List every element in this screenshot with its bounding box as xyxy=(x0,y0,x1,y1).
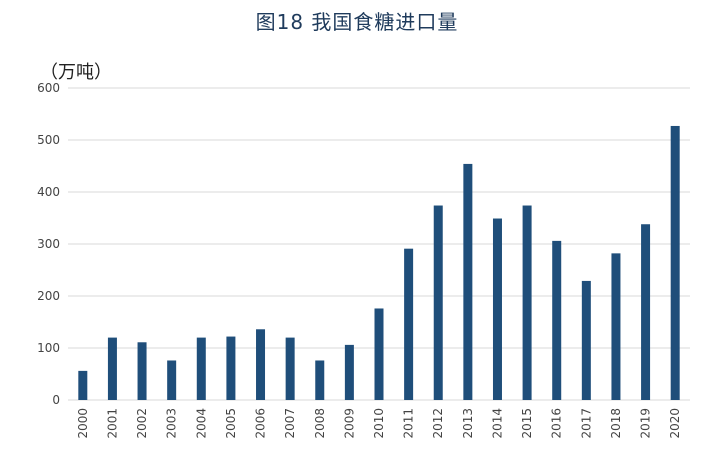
x-tick-label: 2015 xyxy=(520,408,534,439)
bar-2011 xyxy=(404,248,414,400)
x-tick-label: 2019 xyxy=(639,408,653,439)
x-tick-label: 2018 xyxy=(609,408,623,439)
x-tick-label: 2006 xyxy=(254,408,268,439)
bar-2012 xyxy=(433,205,443,400)
chart-title: 图18 我国食糖进口量 xyxy=(255,10,459,34)
x-tick-label: 2013 xyxy=(461,408,475,439)
bar-2009 xyxy=(344,344,354,400)
bar-2001 xyxy=(107,337,117,400)
x-tick-label: 2009 xyxy=(342,408,356,439)
x-tick-label: 2020 xyxy=(668,408,682,439)
bar-2004 xyxy=(196,337,206,400)
y-tick-label: 500 xyxy=(37,133,60,147)
x-tick-label: 2001 xyxy=(105,408,119,439)
bar-2010 xyxy=(374,308,384,400)
x-tick-label: 2011 xyxy=(402,408,416,439)
bar-2005 xyxy=(226,336,236,400)
bar-2019 xyxy=(641,224,651,400)
bar-2016 xyxy=(552,240,562,400)
bar-2014 xyxy=(492,218,502,400)
y-tick-label: 0 xyxy=(52,393,60,407)
x-tick-label: 2008 xyxy=(313,408,327,439)
bar-2008 xyxy=(315,360,325,400)
y-tick-label: 200 xyxy=(37,289,60,303)
x-tick-label: 2012 xyxy=(431,408,445,439)
x-tick-label: 2007 xyxy=(283,408,297,439)
x-tick-label: 2014 xyxy=(490,408,504,439)
bar-2018 xyxy=(611,253,621,400)
bar-2013 xyxy=(463,163,473,400)
x-tick-label: 2016 xyxy=(550,408,564,439)
y-tick-label: 100 xyxy=(37,341,60,355)
bar-2000 xyxy=(78,370,88,400)
x-tick-label: 2003 xyxy=(165,408,179,439)
bar-2002 xyxy=(137,342,147,400)
bar-2015 xyxy=(522,205,532,400)
y-axis-unit-label: （万吨） xyxy=(40,62,112,83)
bar-2006 xyxy=(256,329,266,400)
bar-2020 xyxy=(670,125,680,401)
x-tick-label: 2017 xyxy=(579,408,593,439)
bar-2017 xyxy=(581,280,591,400)
x-tick-label: 2005 xyxy=(224,408,238,439)
x-tick-label: 2002 xyxy=(135,408,149,439)
x-tick-label: 2004 xyxy=(194,408,208,439)
y-tick-label: 600 xyxy=(37,81,60,95)
bar-2007 xyxy=(285,337,295,400)
y-tick-label: 400 xyxy=(37,185,60,199)
bar-2003 xyxy=(167,360,177,400)
x-tick-label: 2010 xyxy=(372,408,386,439)
x-tick-label: 2000 xyxy=(76,408,90,439)
y-tick-label: 300 xyxy=(37,237,60,251)
